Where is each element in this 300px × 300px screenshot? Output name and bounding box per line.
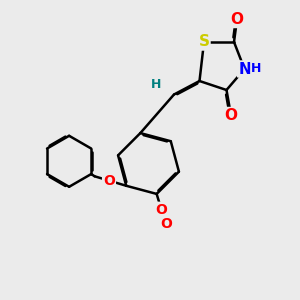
Text: N: N — [238, 61, 251, 76]
Text: S: S — [199, 34, 209, 50]
Text: O: O — [160, 217, 172, 231]
Text: H: H — [251, 62, 262, 76]
Text: O: O — [155, 203, 167, 217]
Text: H: H — [151, 77, 161, 91]
Text: O: O — [103, 174, 115, 188]
Text: O: O — [230, 12, 244, 27]
Text: O: O — [224, 108, 238, 123]
